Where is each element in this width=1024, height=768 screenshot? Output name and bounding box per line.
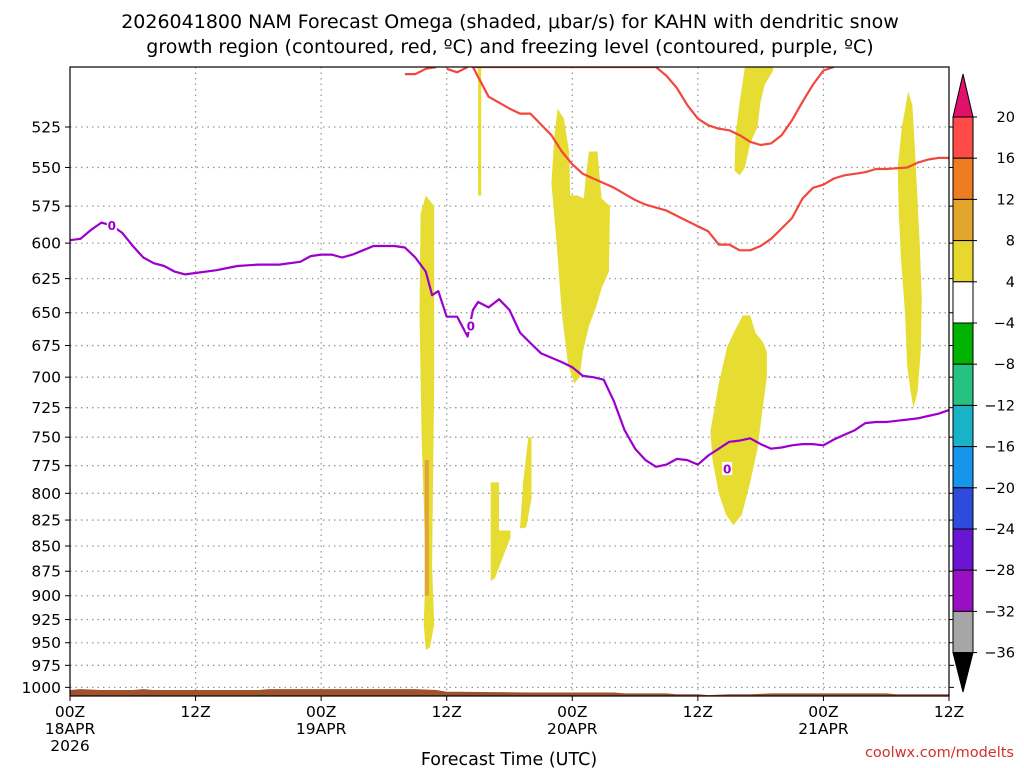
x-tick-label-0-1: 18APR <box>45 720 96 738</box>
colorbar: 20 16 12 8 4 −4 −8 −12 −16 −20 −24 −28 −32 −36 <box>952 73 1015 693</box>
colorbar-label-6: −8 <box>994 357 1015 373</box>
x-axis-label: Forecast Time (UTC) <box>421 750 597 768</box>
freezing-label-1: 0 <box>467 320 475 334</box>
colorbar-label-13: −36 <box>984 646 1015 662</box>
colorbar-label-10: −24 <box>984 522 1015 538</box>
colorbar-label-2: 12 <box>997 192 1015 208</box>
y-tick-label-975: 975 <box>31 657 61 675</box>
colorbar-swatch-12 <box>952 610 974 654</box>
colorbar-label-12: −32 <box>984 604 1015 620</box>
y-tick-label-900: 900 <box>31 587 61 605</box>
snow-growth-line-0 <box>404 67 437 76</box>
x-tick-label-5-0: 12Z <box>683 703 713 721</box>
colorbar-swatch-4 <box>952 281 974 324</box>
x-tick-label-0-0: 00Z <box>55 703 85 721</box>
omega-region-6 <box>734 67 774 176</box>
colorbar-swatch-8 <box>952 446 974 489</box>
terrain-layer <box>70 689 949 696</box>
y-tick-label-550: 550 <box>31 159 61 177</box>
colorbar-swatch-1 <box>952 157 974 200</box>
y-tick-label-800: 800 <box>31 485 61 503</box>
omega-region-0 <box>419 195 435 650</box>
y-tick-label-675: 675 <box>31 337 61 355</box>
y-tick-label-775: 775 <box>31 457 61 475</box>
colorbar-swatch-9 <box>952 487 974 530</box>
colorbar-label-0: 20 <box>997 110 1015 126</box>
y-tick-label-625: 625 <box>31 270 61 288</box>
x-tick-label-2-0: 00Z <box>306 703 336 721</box>
colorbar-swatch-5 <box>952 322 974 365</box>
freezing-label-0: 0 <box>108 219 116 233</box>
y-tick-label-750: 750 <box>31 429 61 447</box>
x-tick-label-3-0: 12Z <box>432 703 462 721</box>
colorbar-label-9: −20 <box>984 481 1015 497</box>
y-tick-label-600: 600 <box>31 235 61 253</box>
x-tick-label-0-2: 2026 <box>50 737 89 755</box>
y-tick-label-525: 525 <box>31 118 61 136</box>
title-line-1: 2026041800 NAM Forecast Omega (shaded, μ… <box>121 11 899 33</box>
omega-shading <box>419 67 922 650</box>
colorbar-label-4: 4 <box>1006 275 1015 291</box>
omega-region-4 <box>520 437 532 529</box>
colorbar-swatch-6 <box>952 363 974 406</box>
x-tick-label-6-1: 21APR <box>798 720 849 738</box>
colorbar-top-arrow <box>952 73 974 118</box>
omega-region-8 <box>897 91 922 408</box>
snow-growth-line-1 <box>446 67 469 74</box>
y-tick-label-725: 725 <box>31 399 61 417</box>
y-tick-label-1000: 1000 <box>22 679 61 697</box>
y-tick-label-825: 825 <box>31 512 61 530</box>
chart-title: 2026041800 NAM Forecast Omega (shaded, μ… <box>121 11 899 58</box>
colorbar-label-8: −16 <box>984 440 1015 456</box>
snow-growth-contours <box>404 67 949 252</box>
colorbar-swatch-10 <box>952 528 974 571</box>
freezing-label-2: 0 <box>723 463 731 477</box>
x-tick-label-4-0: 00Z <box>557 703 587 721</box>
y-tick-label-575: 575 <box>31 198 61 216</box>
snow-growth-line-3 <box>472 67 835 147</box>
freezing-level-line <box>70 221 949 468</box>
x-tick-label-1-0: 12Z <box>180 703 210 721</box>
omega-region-1 <box>424 460 429 596</box>
colorbar-swatch-0 <box>952 116 974 159</box>
x-tick-label-2-1: 19APR <box>296 720 347 738</box>
colorbar-label-3: 8 <box>1006 234 1015 250</box>
x-tick-label-4-1: 20APR <box>547 720 598 738</box>
y-tick-label-875: 875 <box>31 563 61 581</box>
grid-lines <box>70 67 949 696</box>
y-axis-pressure: 525 550 575 600 625 650 675 700 725 750 775 800 825 8… <box>22 118 954 697</box>
colorbar-swatch-3 <box>952 240 974 283</box>
colorbar-swatch-2 <box>952 198 974 242</box>
terrain-fill <box>70 689 949 696</box>
y-tick-label-700: 700 <box>31 369 61 387</box>
snow-growth-line-2 <box>471 67 949 252</box>
colorbar-swatch-7 <box>952 404 974 448</box>
y-tick-label-925: 925 <box>31 611 61 629</box>
y-tick-label-850: 850 <box>31 538 61 556</box>
colorbar-label-5: −4 <box>994 316 1015 332</box>
omega-region-5 <box>551 108 610 384</box>
credit-text: coolwx.com/modelts <box>865 745 1014 761</box>
colorbar-label-1: 16 <box>997 151 1015 167</box>
freezing-level-contour <box>70 221 949 468</box>
colorbar-label-7: −12 <box>984 398 1015 414</box>
omega-region-2 <box>478 67 482 196</box>
freezing-label-bg-0 <box>106 218 117 232</box>
omega-region-3 <box>490 482 511 582</box>
y-tick-label-650: 650 <box>31 304 61 322</box>
y-tick-label-950: 950 <box>31 634 61 652</box>
freezing-label-bg-1 <box>465 319 476 333</box>
x-tick-label-6-0: 00Z <box>808 703 838 721</box>
freezing-label-bg-2 <box>722 462 733 476</box>
x-tick-label-7-0: 12Z <box>934 703 964 721</box>
freezing-level-labels: 0 0 0 <box>106 218 733 477</box>
colorbar-label-11: −28 <box>984 563 1015 579</box>
plot-frame <box>69 66 950 697</box>
colorbar-swatch-11 <box>952 569 974 612</box>
colorbar-bottom-arrow <box>952 652 974 693</box>
title-line-2: growth region (contoured, red, ºC) and f… <box>146 36 873 58</box>
